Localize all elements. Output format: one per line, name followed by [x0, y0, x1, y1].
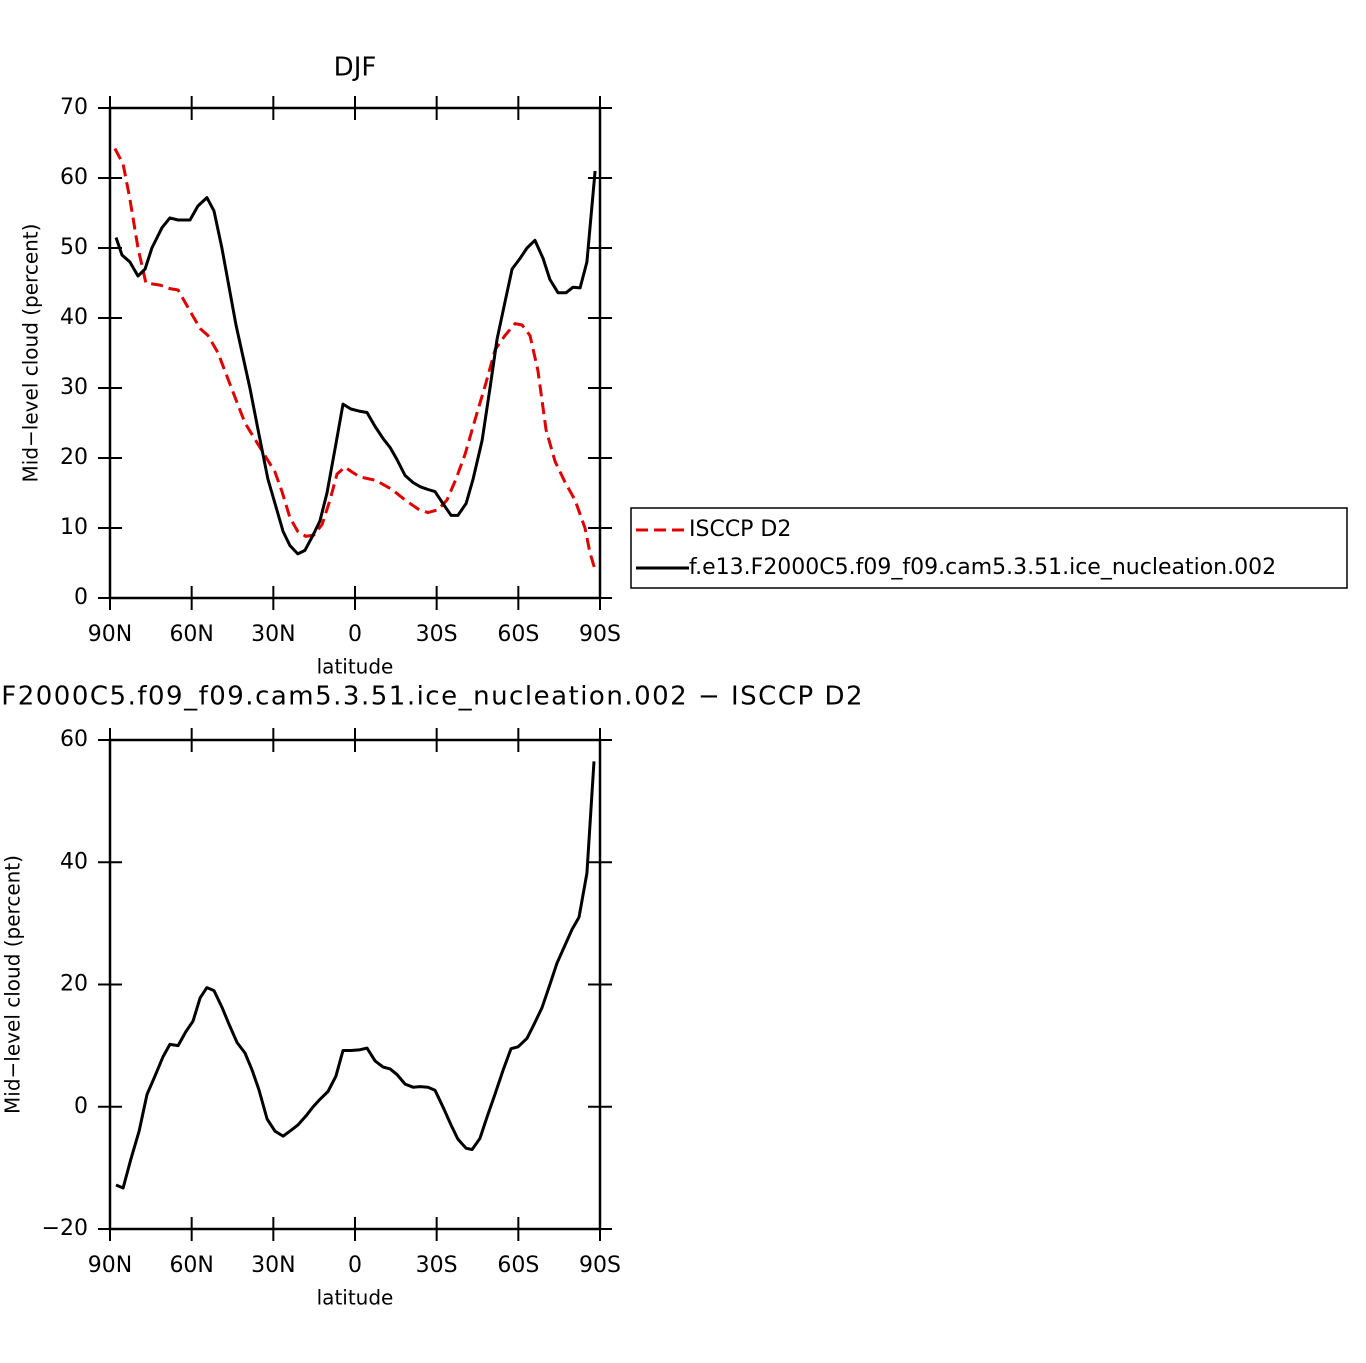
- x-tick-label: 30S: [416, 622, 458, 647]
- x-tick-label: 30S: [416, 1253, 458, 1278]
- x-tick-label: 60N: [169, 622, 213, 647]
- y-tick-label: −20: [42, 1216, 88, 1241]
- y-tick-label: 60: [60, 165, 88, 190]
- y-tick-label: 0: [74, 585, 88, 610]
- x-axis-label: latitude: [317, 655, 394, 679]
- plot-frame: [108, 106, 602, 600]
- y-tick-label: 20: [60, 445, 88, 470]
- y-axis-label: Mid−level cloud (percent): [19, 224, 43, 483]
- x-tick-label: 90S: [579, 1253, 621, 1278]
- plot-frame: [108, 738, 602, 1231]
- x-axis-label: latitude: [317, 1286, 394, 1310]
- x-tick-label: 60S: [497, 1253, 539, 1278]
- y-tick-label: 20: [60, 972, 88, 997]
- y-tick-label: 40: [60, 305, 88, 330]
- legend-label: ISCCP D2: [689, 517, 791, 542]
- x-tick-label: 60S: [497, 622, 539, 647]
- x-tick-label: 90S: [579, 622, 621, 647]
- y-tick-label: 30: [60, 375, 88, 400]
- x-tick-label: 60N: [169, 1253, 213, 1278]
- x-tick-label: 0: [348, 1253, 362, 1278]
- y-tick-label: 0: [74, 1094, 88, 1119]
- chart-title: f.e13.F2000C5.f09_f09.cam5.3.51.ice_nucl…: [0, 682, 864, 712]
- y-tick-label: 10: [60, 515, 88, 540]
- y-tick-label: 70: [60, 95, 88, 120]
- y-axis-label: Mid−level cloud (percent): [1, 855, 25, 1114]
- series-line: [115, 761, 596, 1190]
- y-tick-label: 40: [60, 849, 88, 874]
- legend-box: [630, 507, 1348, 589]
- x-tick-label: 90N: [88, 622, 132, 647]
- series-line: [114, 170, 597, 556]
- series-line: [113, 147, 597, 571]
- y-tick-label: 50: [60, 235, 88, 260]
- legend-label: f.e13.F2000C5.f09_f09.cam5.3.51.ice_nucl…: [689, 555, 1276, 580]
- y-tick-label: 60: [60, 727, 88, 752]
- x-tick-label: 30N: [251, 1253, 295, 1278]
- x-tick-label: 90N: [88, 1253, 132, 1278]
- chart-title: DJF: [334, 53, 377, 83]
- x-tick-label: 0: [348, 622, 362, 647]
- x-tick-label: 30N: [251, 622, 295, 647]
